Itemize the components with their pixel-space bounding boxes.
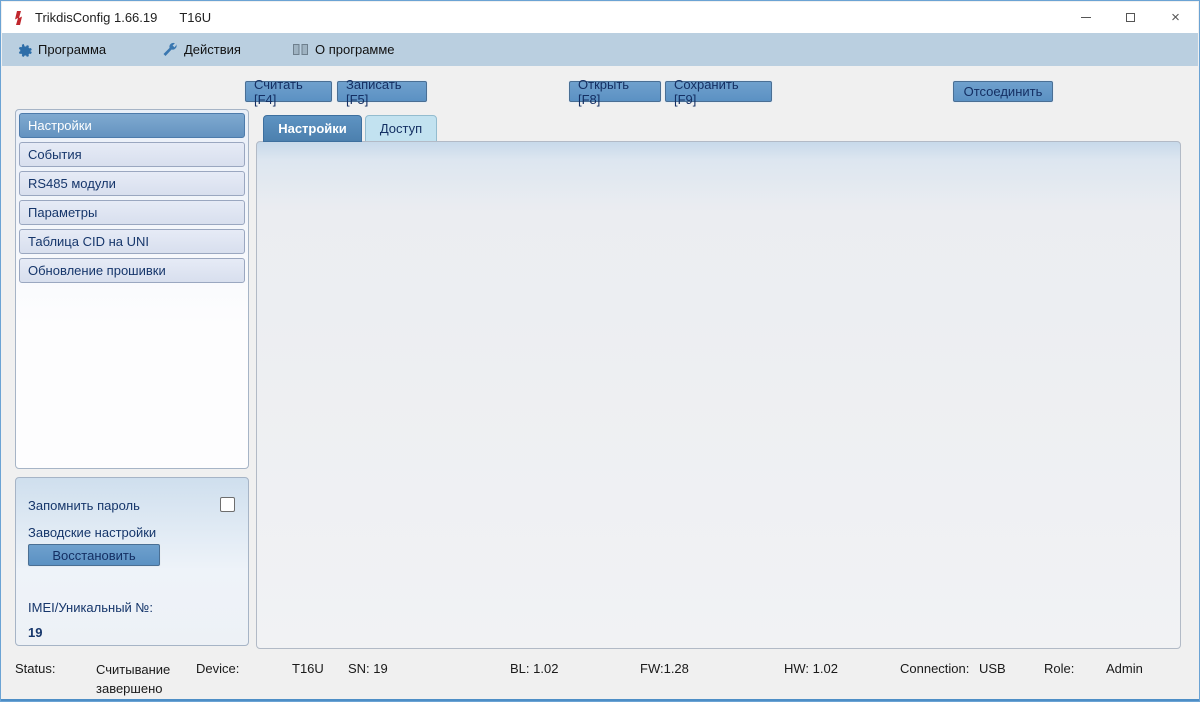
menu-program-label: Программа xyxy=(38,42,107,57)
device-label: Device: xyxy=(196,661,240,676)
save-button[interactable]: Сохранить [F9] xyxy=(665,77,772,107)
book-icon xyxy=(293,44,308,55)
tab-settings[interactable]: Настройки xyxy=(263,115,362,142)
window-bottom-border xyxy=(1,699,1199,701)
sidebar-item-settings[interactable]: Настройки xyxy=(19,113,245,138)
menu-program[interactable]: Программа xyxy=(16,42,106,58)
window-device-name: T16U xyxy=(179,10,212,25)
tab-settings-label: Настройки xyxy=(278,121,347,136)
device-value: T16U xyxy=(292,661,324,676)
maximize-icon xyxy=(1126,13,1135,22)
role-value: Admin xyxy=(1106,661,1143,676)
serial-number: SN: 19 xyxy=(348,661,388,676)
imei-label: IMEI/Уникальный №: xyxy=(28,600,153,615)
tab-access-label: Доступ xyxy=(379,121,423,136)
status-label: Status: xyxy=(15,661,56,676)
remember-password-checkbox[interactable] xyxy=(220,497,235,512)
wrench-icon xyxy=(163,42,177,56)
status-value: Считывание завершено xyxy=(96,662,171,696)
maximize-button[interactable] xyxy=(1108,2,1153,33)
sidebar-bottom-panel: Запомнить пароль Заводские настройки Вос… xyxy=(15,477,249,646)
gear-icon xyxy=(18,43,32,57)
bootloader-version: BL: 1.02 xyxy=(510,661,559,676)
menu-about-label: О программе xyxy=(315,42,395,57)
imei-value: 19 xyxy=(28,625,43,640)
sidebar-item-rs485-modules[interactable]: RS485 модули xyxy=(19,171,245,196)
close-button[interactable]: × xyxy=(1153,2,1198,33)
hardware-version: HW: 1.02 xyxy=(784,661,838,676)
app-logo-icon xyxy=(15,10,22,25)
status-bar: Status: Считывание завершено Device: T16… xyxy=(2,653,1198,699)
window-title: TrikdisConfig 1.66.19 xyxy=(35,10,158,25)
connection-value: USB xyxy=(979,661,1006,676)
firmware-version: FW:1.28 xyxy=(640,661,689,676)
sidebar-item-events[interactable]: События xyxy=(19,142,245,167)
read-button[interactable]: Считать [F4] xyxy=(245,77,332,107)
settings-tab-panel xyxy=(256,141,1181,649)
sidebar-nav-panel: Настройки События RS485 модули Параметры… xyxy=(15,109,249,469)
sidebar-item-parameters[interactable]: Параметры xyxy=(19,200,245,225)
sidebar-item-firmware-update[interactable]: Обновление прошивки xyxy=(19,258,245,283)
menu-bar: Программа Действия О программе xyxy=(2,33,1198,66)
role-label: Role: xyxy=(1044,661,1075,676)
minimize-icon xyxy=(1080,17,1091,18)
disconnect-button[interactable]: Отсоединить xyxy=(953,81,1053,102)
close-icon: × xyxy=(1171,9,1180,26)
menu-actions-label: Действия xyxy=(184,42,241,57)
open-button[interactable]: Открыть [F8] xyxy=(569,77,661,107)
menu-actions[interactable]: Действия xyxy=(162,42,241,58)
tab-access[interactable]: Доступ xyxy=(365,115,437,142)
menu-about[interactable]: О программе xyxy=(292,42,395,57)
restore-button[interactable]: Восстановить xyxy=(28,544,160,566)
connection-label: Connection: xyxy=(900,661,970,676)
write-button[interactable]: Записать [F5] xyxy=(337,77,427,107)
remember-password-label: Запомнить пароль xyxy=(28,498,140,513)
factory-settings-label: Заводские настройки xyxy=(28,525,157,540)
sidebar-item-cid-table[interactable]: Таблица CID на UNI xyxy=(19,229,245,254)
title-bar: TrikdisConfig 1.66.19 T16U × xyxy=(2,2,1198,33)
minimize-button[interactable] xyxy=(1063,2,1108,33)
